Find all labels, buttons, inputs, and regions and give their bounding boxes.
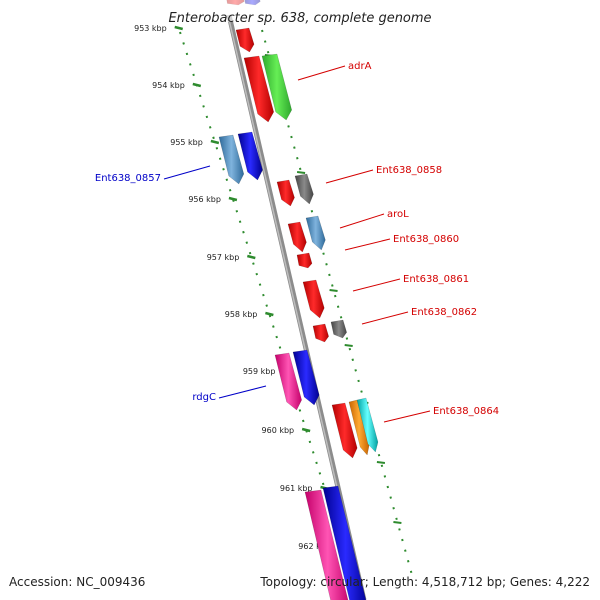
label-leader-line bbox=[339, 213, 385, 229]
gene-feature-Ent638-0862 bbox=[312, 323, 329, 343]
outer-tick-mark bbox=[344, 344, 353, 347]
gene-feature-Ent638-0857 bbox=[218, 134, 245, 185]
gene-label-ent638-0858[interactable]: Ent638_0858 bbox=[376, 165, 442, 176]
kbp-tick-label: 960 kbp bbox=[262, 426, 295, 435]
gene-feature-cyan bbox=[356, 397, 379, 453]
genome-summary-text: Topology: circular; Length: 4,518,712 bp… bbox=[259, 575, 590, 589]
outer-tick-mark bbox=[393, 521, 402, 524]
kbp-tick-label: 955 kbp bbox=[170, 138, 203, 147]
gene-feature-Ent638-0860 bbox=[287, 221, 307, 253]
kbp-tick-label: 962 kbp bbox=[298, 542, 331, 551]
kbp-tick-mark bbox=[210, 139, 220, 145]
gene-label-ent638-0862[interactable]: Ent638_0862 bbox=[411, 307, 477, 318]
gene-feature-Ent638-0864 bbox=[331, 402, 358, 459]
kbp-tick-label: 956 kbp bbox=[188, 195, 221, 204]
kbp-tick-mark bbox=[192, 82, 202, 88]
gene-feature-small-red bbox=[296, 252, 313, 269]
gene-labels: adrA Ent638_0858 aroL Ent638_0860 Ent638_086… bbox=[95, 61, 499, 423]
gene-feature-aroL bbox=[305, 215, 326, 251]
gene-label-adra[interactable]: adrA bbox=[348, 61, 372, 72]
gene-label-arol[interactable]: aroL bbox=[387, 209, 409, 220]
kbp-tick-label: 958 kbp bbox=[225, 310, 258, 319]
label-leader-line bbox=[218, 385, 267, 399]
gene-features bbox=[218, 0, 379, 600]
gene-feature-adrA bbox=[261, 53, 292, 121]
label-leader-line bbox=[344, 238, 391, 251]
label-leader-line bbox=[361, 311, 409, 325]
kbp-tick-mark bbox=[301, 427, 311, 433]
gene-feature-rdgC bbox=[274, 352, 302, 411]
kbp-tick-label: 959 kbp bbox=[243, 367, 276, 376]
label-leader-line bbox=[325, 169, 374, 184]
gene-label-rdgc[interactable]: rdgC bbox=[192, 392, 216, 403]
gene-feature-red bbox=[243, 55, 274, 123]
kbp-tick-mark bbox=[228, 196, 238, 202]
gene-feature-blue bbox=[292, 349, 320, 406]
gene-label-ent638-0864[interactable]: Ent638_0864 bbox=[433, 406, 499, 417]
gene-label-ent638-0860[interactable]: Ent638_0860 bbox=[393, 234, 459, 245]
kbp-tick-label: 957 kbp bbox=[207, 253, 240, 262]
outer-tick-mark bbox=[329, 289, 338, 292]
label-leader-line bbox=[163, 165, 211, 180]
gene-feature-Ent638-0858 bbox=[276, 179, 295, 207]
outer-tick-mark bbox=[376, 461, 386, 464]
kbp-tick-mark bbox=[246, 254, 256, 260]
label-leader-line bbox=[297, 65, 346, 81]
gene-feature-red bbox=[235, 27, 255, 53]
top-fade bbox=[0, 0, 600, 22]
label-leader-line bbox=[383, 410, 431, 423]
kbp-tick-mark bbox=[265, 311, 274, 317]
kbp-tick-mark bbox=[174, 25, 184, 31]
map-title: Enterobacter sp. 638, complete genome bbox=[168, 11, 431, 26]
gene-feature-blue bbox=[322, 485, 367, 600]
label-leader-line bbox=[352, 278, 401, 292]
gene-feature-pink bbox=[304, 489, 349, 600]
gene-feature-grey bbox=[294, 173, 314, 205]
gene-label-ent638-0857[interactable]: Ent638_0857 bbox=[95, 173, 161, 184]
outer-tick-mark bbox=[296, 171, 306, 174]
gene-label-ent638-0861[interactable]: Ent638_0861 bbox=[403, 274, 469, 285]
kbp-tick-label: 961 kbp bbox=[280, 484, 313, 493]
gene-feature-Ent638-0861 bbox=[302, 279, 325, 319]
kbp-tick-label: 954 kbp bbox=[152, 81, 185, 90]
gene-feature-orange bbox=[348, 399, 370, 456]
gene-feature-blue bbox=[237, 131, 263, 181]
gene-feature-grey bbox=[330, 319, 347, 339]
kbp-tick-label: 953 kbp bbox=[134, 24, 167, 33]
accession-text: Accession: NC_009436 bbox=[9, 575, 145, 589]
